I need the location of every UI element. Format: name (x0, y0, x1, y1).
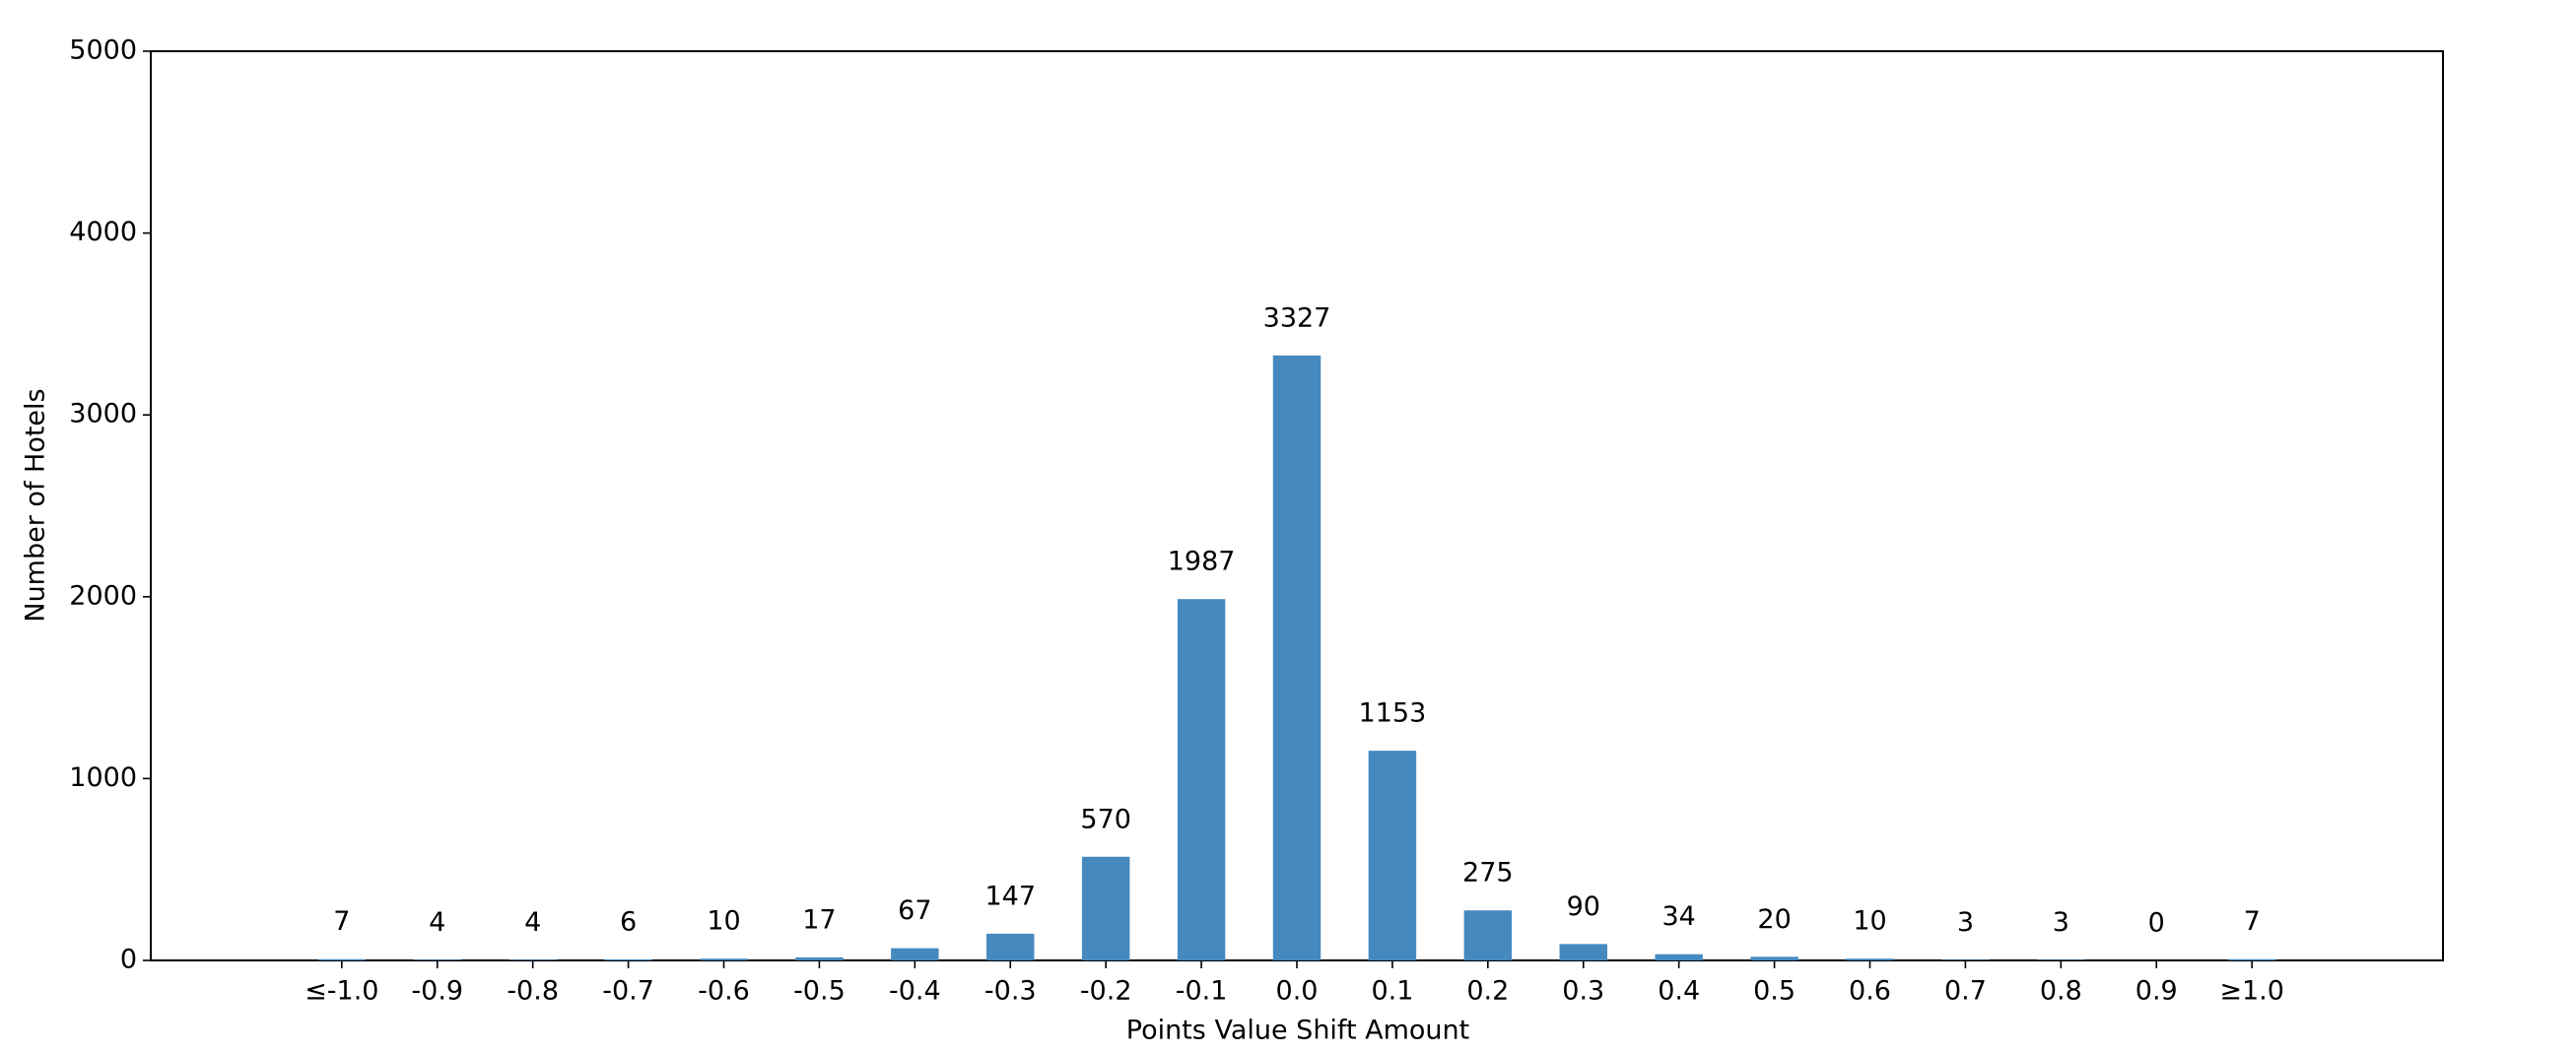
y-tick-label: 2000 (69, 580, 137, 611)
y-tick-label: 0 (120, 945, 137, 975)
x-axis-label: Points Value Shift Amount (1126, 1016, 1469, 1046)
x-tick-label: 0.5 (1753, 976, 1796, 1007)
value-label: 275 (1462, 858, 1514, 889)
x-tick-label: 0.1 (1371, 976, 1413, 1007)
value-label: 34 (1661, 901, 1695, 932)
x-tick-label: 0.0 (1276, 976, 1319, 1007)
value-label: 3327 (1263, 302, 1331, 333)
value-label: 4 (524, 907, 541, 938)
bar (2037, 959, 2085, 960)
value-label: 90 (1567, 891, 1600, 922)
x-tick-label: -0.2 (1080, 976, 1132, 1007)
x-tick-label: 0.6 (1849, 976, 1891, 1007)
value-label: 3 (1957, 907, 1974, 938)
bar (700, 958, 748, 960)
x-tick-label: 0.7 (1944, 976, 1987, 1007)
value-label: 3 (2053, 907, 2069, 938)
x-tick-label: 0.2 (1466, 976, 1509, 1007)
x-tick-label: 0.4 (1658, 976, 1700, 1007)
bar (1559, 944, 1607, 960)
x-tick-label: -0.9 (411, 976, 463, 1007)
x-tick-label: -0.5 (793, 976, 846, 1007)
bar (604, 958, 652, 960)
x-tick-label: -0.1 (1176, 976, 1228, 1007)
value-label: 17 (802, 904, 836, 935)
bar (986, 933, 1035, 960)
x-tick-label: 0.8 (2040, 976, 2082, 1007)
y-tick-label: 4000 (69, 217, 137, 247)
bar (2227, 958, 2276, 960)
bar (1846, 958, 1894, 960)
value-label: 7 (2244, 906, 2261, 937)
x-tick-label: -0.8 (507, 976, 559, 1007)
bar (1081, 856, 1130, 960)
y-tick-label: 1000 (69, 762, 137, 793)
value-label: 1153 (1359, 698, 1427, 729)
value-label: 7 (333, 906, 350, 937)
value-label: 4 (429, 907, 445, 938)
value-label: 10 (1853, 906, 1886, 937)
bar (1941, 959, 1990, 960)
bar (1272, 355, 1322, 960)
bar (1463, 910, 1513, 960)
bar (795, 956, 844, 960)
x-tick-label: -0.4 (889, 976, 941, 1007)
value-label: 1987 (1168, 547, 1236, 577)
bar (317, 958, 367, 960)
value-label: 570 (1080, 804, 1131, 834)
y-axis-label: Number of Hotels (21, 388, 51, 622)
x-tick-label: -0.7 (602, 976, 654, 1007)
y-tick-label: 3000 (69, 399, 137, 429)
x-tick-label: 0.3 (1562, 976, 1604, 1007)
value-label: 6 (620, 906, 637, 937)
bar (1368, 751, 1417, 960)
value-label: 10 (707, 906, 740, 937)
value-label: 20 (1757, 904, 1791, 935)
x-tick-label: -0.6 (698, 976, 750, 1007)
bar (508, 959, 557, 960)
value-label: 147 (984, 881, 1036, 911)
x-tick-label: ≥1.0 (2219, 976, 2284, 1007)
x-tick-label: -0.3 (984, 976, 1037, 1007)
y-tick-label: 5000 (69, 35, 137, 66)
bar (1655, 954, 1703, 960)
bar (1750, 956, 1798, 960)
value-label: 67 (898, 895, 931, 926)
bar (891, 948, 939, 960)
bar (1177, 599, 1226, 960)
value-label: 0 (2148, 908, 2165, 939)
bar (413, 959, 461, 960)
x-tick-label: ≤-1.0 (305, 976, 378, 1007)
x-tick-label: 0.9 (2135, 976, 2178, 1007)
